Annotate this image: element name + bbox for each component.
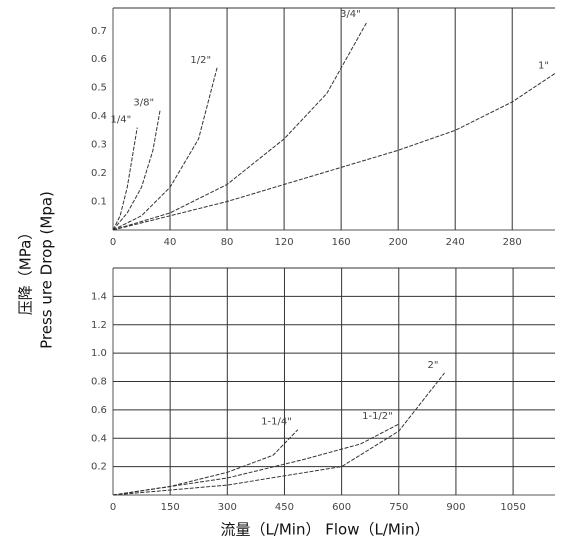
series-label: 1" (538, 60, 549, 71)
x-tick-label: 450 (275, 502, 294, 513)
y-tick-label: 0.4 (91, 111, 107, 122)
y-tick-label: 0.7 (91, 26, 107, 37)
x-tick-label: 300 (218, 502, 237, 513)
x-tick-label: 600 (332, 502, 351, 513)
y-tick-label: 0.1 (91, 197, 107, 208)
series-line (112, 429, 299, 496)
y-tick-label: 1.0 (91, 348, 107, 359)
series-line (112, 372, 445, 496)
series-line (112, 21, 368, 231)
y-tick-label: 0.4 (91, 433, 107, 444)
series-line (112, 423, 400, 496)
series-label: 3/4" (340, 9, 361, 20)
x-tick-label: 40 (164, 237, 177, 248)
x-axis-title: 流量（L/Min） Flow（L/Min） (220, 521, 429, 539)
y-tick-label: 0.3 (91, 140, 107, 151)
y-axis-title-en: Press ure Drop (Mpa) (38, 191, 56, 349)
y-tick-label: 0.5 (91, 83, 107, 94)
y-tick-label: 0.2 (91, 462, 107, 473)
y-tick-label: 0.2 (91, 168, 107, 179)
series-line (112, 67, 218, 231)
x-tick-label: 160 (332, 237, 351, 248)
series-label: 1-1/4" (261, 417, 292, 428)
y-tick-label: 1.2 (91, 320, 107, 331)
x-tick-label: 1050 (500, 502, 525, 513)
series-label: 1/2" (190, 55, 211, 66)
y-axis-title-cn: 压降（MPa） (17, 225, 35, 316)
x-tick-label: 900 (446, 502, 465, 513)
series-line (112, 127, 138, 231)
series-label: 1-1/2" (362, 411, 393, 422)
series-line (112, 73, 556, 231)
x-tick-label: 120 (275, 237, 294, 248)
series-line (112, 110, 161, 231)
series-label: 1/4" (111, 115, 132, 126)
x-tick-label: 750 (389, 502, 408, 513)
y-tick-label: 0.6 (91, 405, 107, 416)
x-tick-label: 200 (389, 237, 408, 248)
x-tick-label: 240 (446, 237, 465, 248)
x-tick-label: 280 (503, 237, 522, 248)
y-tick-label: 1.4 (91, 291, 107, 302)
y-tick-label: 0.8 (91, 377, 107, 388)
x-tick-label: 0 (110, 502, 116, 513)
x-tick-label: 80 (221, 237, 234, 248)
series-label: 3/8" (133, 97, 154, 108)
x-tick-label: 150 (161, 502, 180, 513)
x-tick-label: 0 (110, 237, 116, 248)
y-tick-label: 0.6 (91, 54, 107, 65)
series-label: 2" (428, 360, 439, 371)
